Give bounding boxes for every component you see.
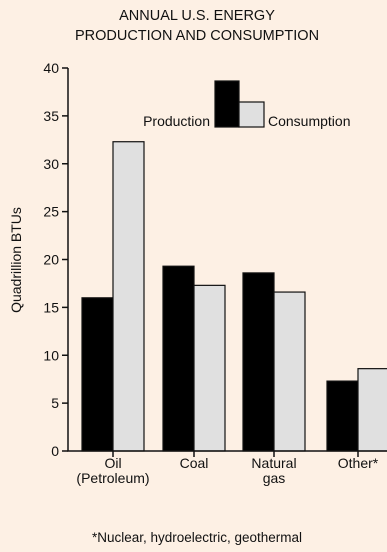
y-tick-label: 40 bbox=[43, 60, 59, 76]
x-category-label: Oil bbox=[104, 455, 121, 471]
y-tick-label: 0 bbox=[51, 443, 59, 459]
legend-label-consumption: Consumption bbox=[268, 113, 351, 129]
bar-production-2 bbox=[162, 265, 195, 452]
bar-production-4 bbox=[326, 380, 359, 452]
footnote: *Nuclear, hydroelectric, geothermal bbox=[92, 530, 302, 545]
x-category-label: Other* bbox=[338, 455, 379, 471]
axes bbox=[67, 68, 387, 452]
y-axis-label: Quadrillion BTUs bbox=[8, 207, 24, 313]
legend-label-production: Production bbox=[143, 113, 210, 129]
legend: Production Consumption bbox=[143, 80, 351, 129]
bars bbox=[81, 141, 387, 452]
legend-swatch-production bbox=[214, 80, 240, 128]
bar-consumption-4 bbox=[357, 368, 387, 452]
y-tick-label: 20 bbox=[43, 252, 59, 268]
bar-consumption-1 bbox=[112, 141, 145, 452]
chart-title-line-1: ANNUAL U.S. ENERGY bbox=[119, 8, 275, 24]
bar-consumption-2 bbox=[193, 284, 226, 452]
x-category-label: (Petroleum) bbox=[76, 470, 149, 486]
x-category-label: Natural bbox=[251, 455, 296, 471]
x-category-label: Coal bbox=[180, 455, 209, 471]
y-axis-ticks: 0 5 10 15 20 25 30 35 40 bbox=[43, 60, 68, 459]
y-tick-label: 15 bbox=[43, 299, 59, 315]
bar-consumption-3 bbox=[273, 291, 306, 452]
y-tick-label: 30 bbox=[43, 156, 59, 172]
bar-production-1 bbox=[81, 297, 114, 452]
bar-production-3 bbox=[242, 272, 275, 452]
y-tick-label: 5 bbox=[51, 395, 59, 411]
y-tick-label: 35 bbox=[43, 108, 59, 124]
legend-swatch-consumption bbox=[238, 101, 265, 128]
y-tick-label: 25 bbox=[43, 204, 59, 220]
y-tick-label: 10 bbox=[43, 347, 59, 363]
x-category-label: gas bbox=[263, 470, 286, 486]
chart-title-line-2: PRODUCTION AND CONSUMPTION bbox=[75, 28, 319, 44]
